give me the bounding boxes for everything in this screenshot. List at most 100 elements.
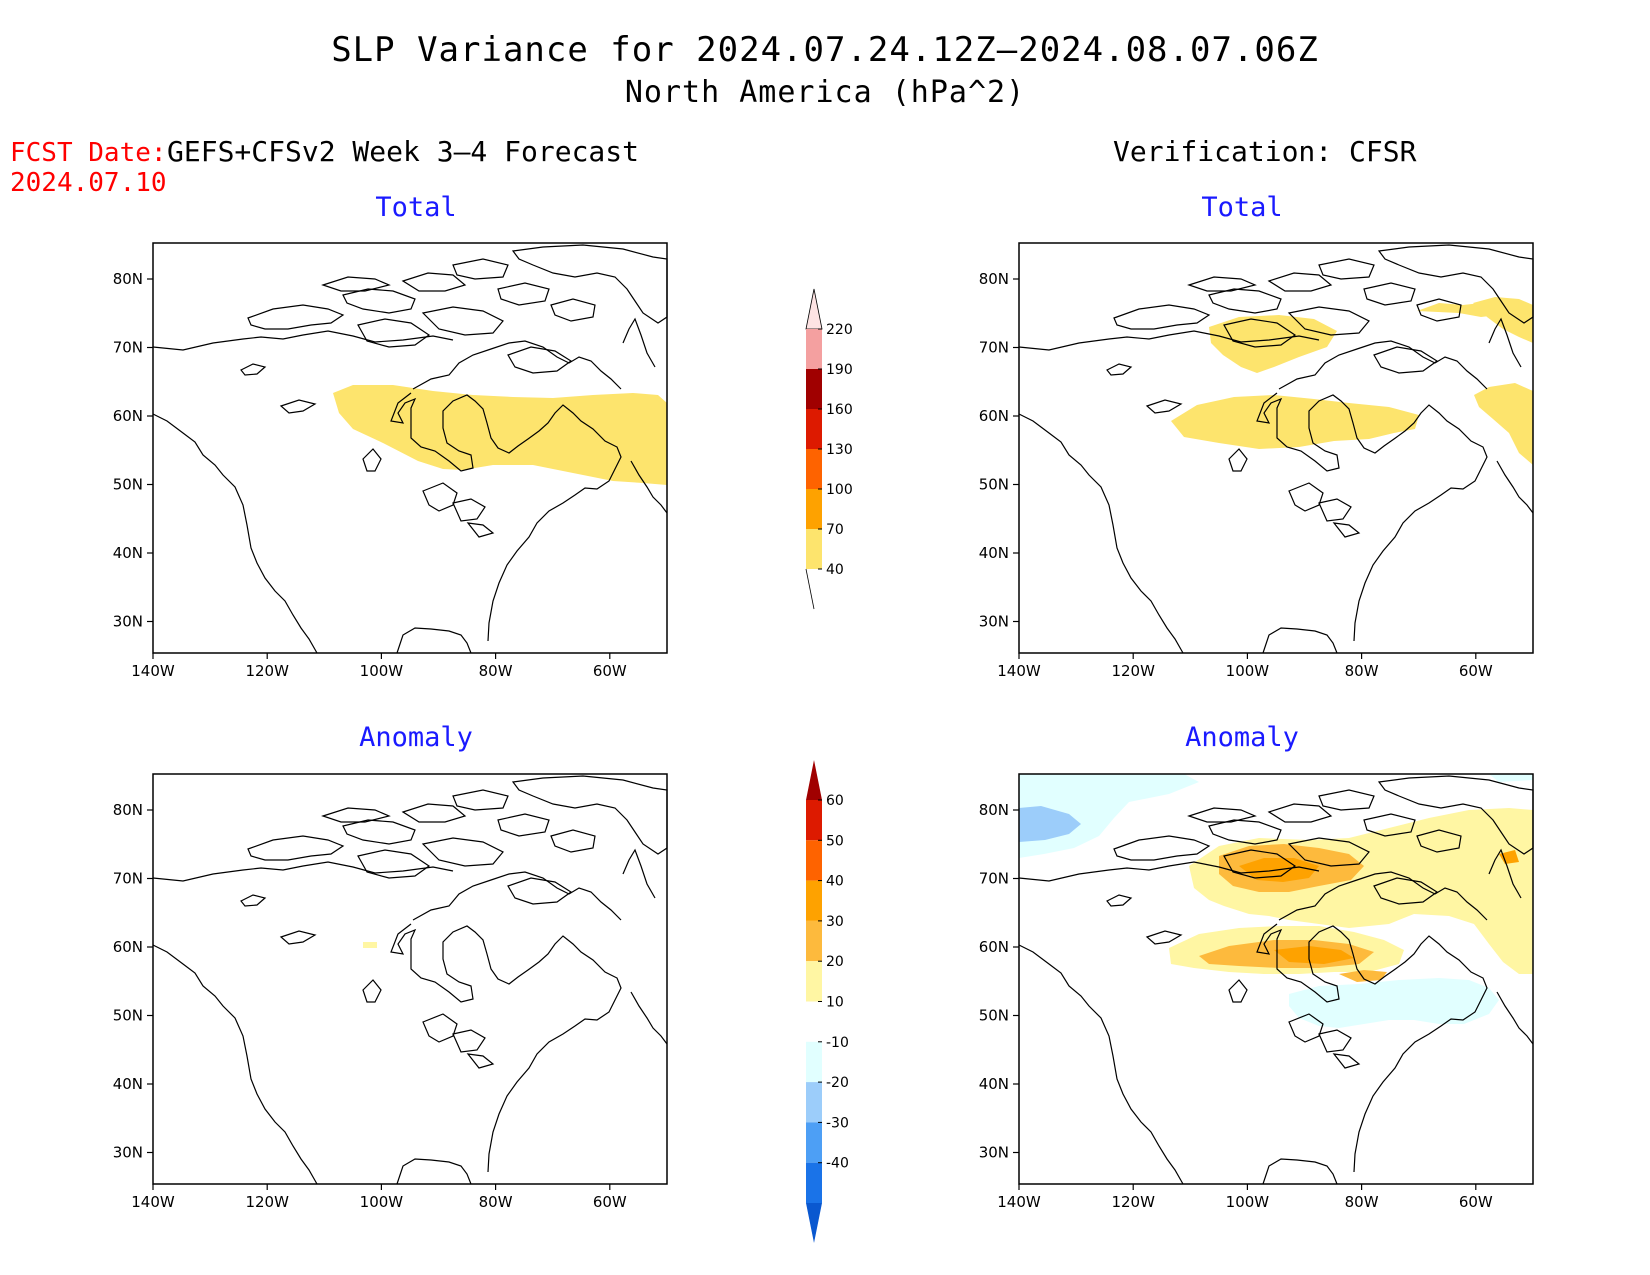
colorbar-total-swatch: [806, 369, 822, 409]
lat-tick-label: 40N: [979, 544, 1009, 562]
lon-tick-label: 140W: [131, 1193, 175, 1211]
lat-tick-label: 50N: [979, 1007, 1009, 1025]
panel-title-verification-total: Total: [1201, 192, 1283, 223]
lon-tick-label: 140W: [131, 662, 175, 680]
panel-verification-total: [1018, 242, 1534, 654]
colorbar-total-swatch: [806, 489, 822, 529]
lat-tick-label: 70N: [113, 339, 143, 357]
colorbar-anomaly-label: -40: [826, 1156, 849, 1172]
lat-tick-label: 40N: [113, 544, 143, 562]
colorbar-total: 220 190 160 130 100 70 40: [805, 288, 853, 610]
lon-tick-label: 60W: [593, 1193, 627, 1211]
colorbar-total-swatch: [806, 329, 822, 369]
colorbar-anomaly-swatch: [806, 1041, 822, 1083]
panel-title-forecast-anomaly: Anomaly: [359, 722, 473, 753]
colorbar-anomaly-swatch: [806, 920, 822, 962]
colorbar-anomaly: 60 50 40 30 20 10 -10 -20 -30 -40: [806, 760, 849, 1243]
axis-labels: 80N 70N 60N 50N 40N 30N 140W 120W 100W 80W 60W 80N 7…: [113, 270, 1493, 1211]
lat-tick-label: 50N: [113, 476, 143, 494]
colorbar-total-swatch: [806, 449, 822, 489]
lon-tick-label: 80W: [1345, 1193, 1379, 1211]
colorbar-total-bottom-arrow: [805, 568, 815, 610]
lon-tick-label: 120W: [1111, 662, 1155, 680]
colorbar-anomaly-swatch: [806, 880, 822, 921]
colorbar-anomaly-swatch: [806, 1122, 822, 1163]
lon-tick-label: 120W: [1111, 1193, 1155, 1211]
colorbar-anomaly-label: 40: [826, 874, 844, 890]
lon-tick-label: 80W: [1345, 662, 1379, 680]
map-frame: [1018, 242, 1534, 654]
colorbar-anomaly-label: 10: [826, 995, 844, 1011]
colorbar-total-label: 160: [826, 402, 853, 418]
lon-tick-label: 140W: [997, 662, 1041, 680]
lon-tick-label: 120W: [245, 1193, 289, 1211]
lat-tick-label: 70N: [979, 870, 1009, 888]
forecast-date-label: FCST Date:: [10, 138, 167, 168]
colorbar-total-label: 100: [826, 482, 853, 498]
colorbar-anomaly-swatch: [806, 840, 822, 881]
lon-tick-label: 80W: [479, 662, 513, 680]
lon-tick-label: 60W: [1459, 1193, 1493, 1211]
main-subtitle: North America (hPa^2): [624, 75, 1026, 110]
lat-tick-label: 60N: [113, 407, 143, 425]
colorbar-anomaly-label: -30: [826, 1115, 849, 1131]
lat-tick-label: 60N: [113, 938, 143, 956]
colorbar-anomaly-swatch: [806, 1001, 822, 1042]
map-background: [153, 774, 667, 1184]
colorbar-anomaly-swatch: [806, 961, 822, 1002]
panel-forecast-anomaly: [152, 773, 668, 1185]
colorbar-anomaly-label: -10: [826, 1035, 849, 1051]
map-frame: [1018, 773, 1534, 1185]
panel-title-verification-anomaly: Anomaly: [1185, 722, 1299, 753]
colorbar-total-label: 190: [826, 362, 853, 378]
lon-tick-label: 60W: [1459, 662, 1493, 680]
lat-tick-label: 70N: [979, 339, 1009, 357]
colorbar-total-label: 70: [826, 522, 844, 538]
verification-label: Verification: CFSR: [1113, 135, 1417, 168]
lat-tick-label: 70N: [113, 870, 143, 888]
colorbar-anomaly-swatch: [806, 800, 822, 841]
forecast-date: FCST Date: 2024.07.10: [10, 138, 167, 198]
colorbar-anomaly-swatch: [806, 1082, 822, 1123]
lat-tick-label: 30N: [979, 1144, 1009, 1162]
lon-tick-label: 100W: [1226, 1193, 1270, 1211]
colorbar-anomaly-swatch: [806, 1162, 822, 1203]
lon-tick-label: 100W: [1226, 662, 1270, 680]
colorbar-anomaly-label: 50: [826, 833, 844, 849]
panel-forecast-total: [152, 242, 668, 654]
panel-verification-anomaly: [1018, 773, 1534, 1185]
lat-tick-label: 80N: [113, 270, 143, 288]
lat-tick-label: 30N: [113, 613, 143, 631]
lat-tick-label: 50N: [113, 1007, 143, 1025]
lon-tick-label: 60W: [593, 662, 627, 680]
colorbar-anomaly-label: -20: [826, 1075, 849, 1091]
lon-tick-label: 100W: [360, 1193, 404, 1211]
panel-title-forecast-total: Total: [375, 192, 457, 223]
colorbar-anomaly-bottom-arrow: [806, 1203, 822, 1243]
colorbar-anomaly-label: 30: [826, 914, 844, 930]
map-frame: [152, 242, 668, 654]
lat-tick-label: 30N: [979, 613, 1009, 631]
colorbar-total-swatch: [806, 409, 822, 449]
lat-tick-label: 60N: [979, 938, 1009, 956]
lat-tick-label: 50N: [979, 476, 1009, 494]
colorbar-total-label: 220: [826, 322, 853, 338]
colorbar-total-label: 40: [826, 562, 844, 578]
colorbar-anomaly-label: 60: [826, 793, 844, 809]
colorbar-anomaly-label: 20: [826, 954, 844, 970]
colorbar-total-label: 130: [826, 442, 853, 458]
main-title: SLP Variance for 2024.07.24.12Z–2024.08.…: [331, 30, 1319, 70]
lat-tick-label: 30N: [113, 1144, 143, 1162]
lat-tick-label: 80N: [979, 270, 1009, 288]
forecast-model-label: GEFS+CFSv2 Week 3–4 Forecast: [167, 135, 640, 168]
lon-tick-label: 120W: [245, 662, 289, 680]
colorbar-total-swatch: [806, 529, 822, 569]
lat-tick-label: 80N: [979, 801, 1009, 819]
lat-tick-label: 40N: [979, 1075, 1009, 1093]
lon-tick-label: 100W: [360, 662, 404, 680]
lat-tick-label: 40N: [113, 1075, 143, 1093]
colorbar-total-top-arrow: [805, 288, 823, 330]
forecast-date-value: 2024.07.10: [10, 168, 167, 198]
lon-tick-label: 140W: [997, 1193, 1041, 1211]
